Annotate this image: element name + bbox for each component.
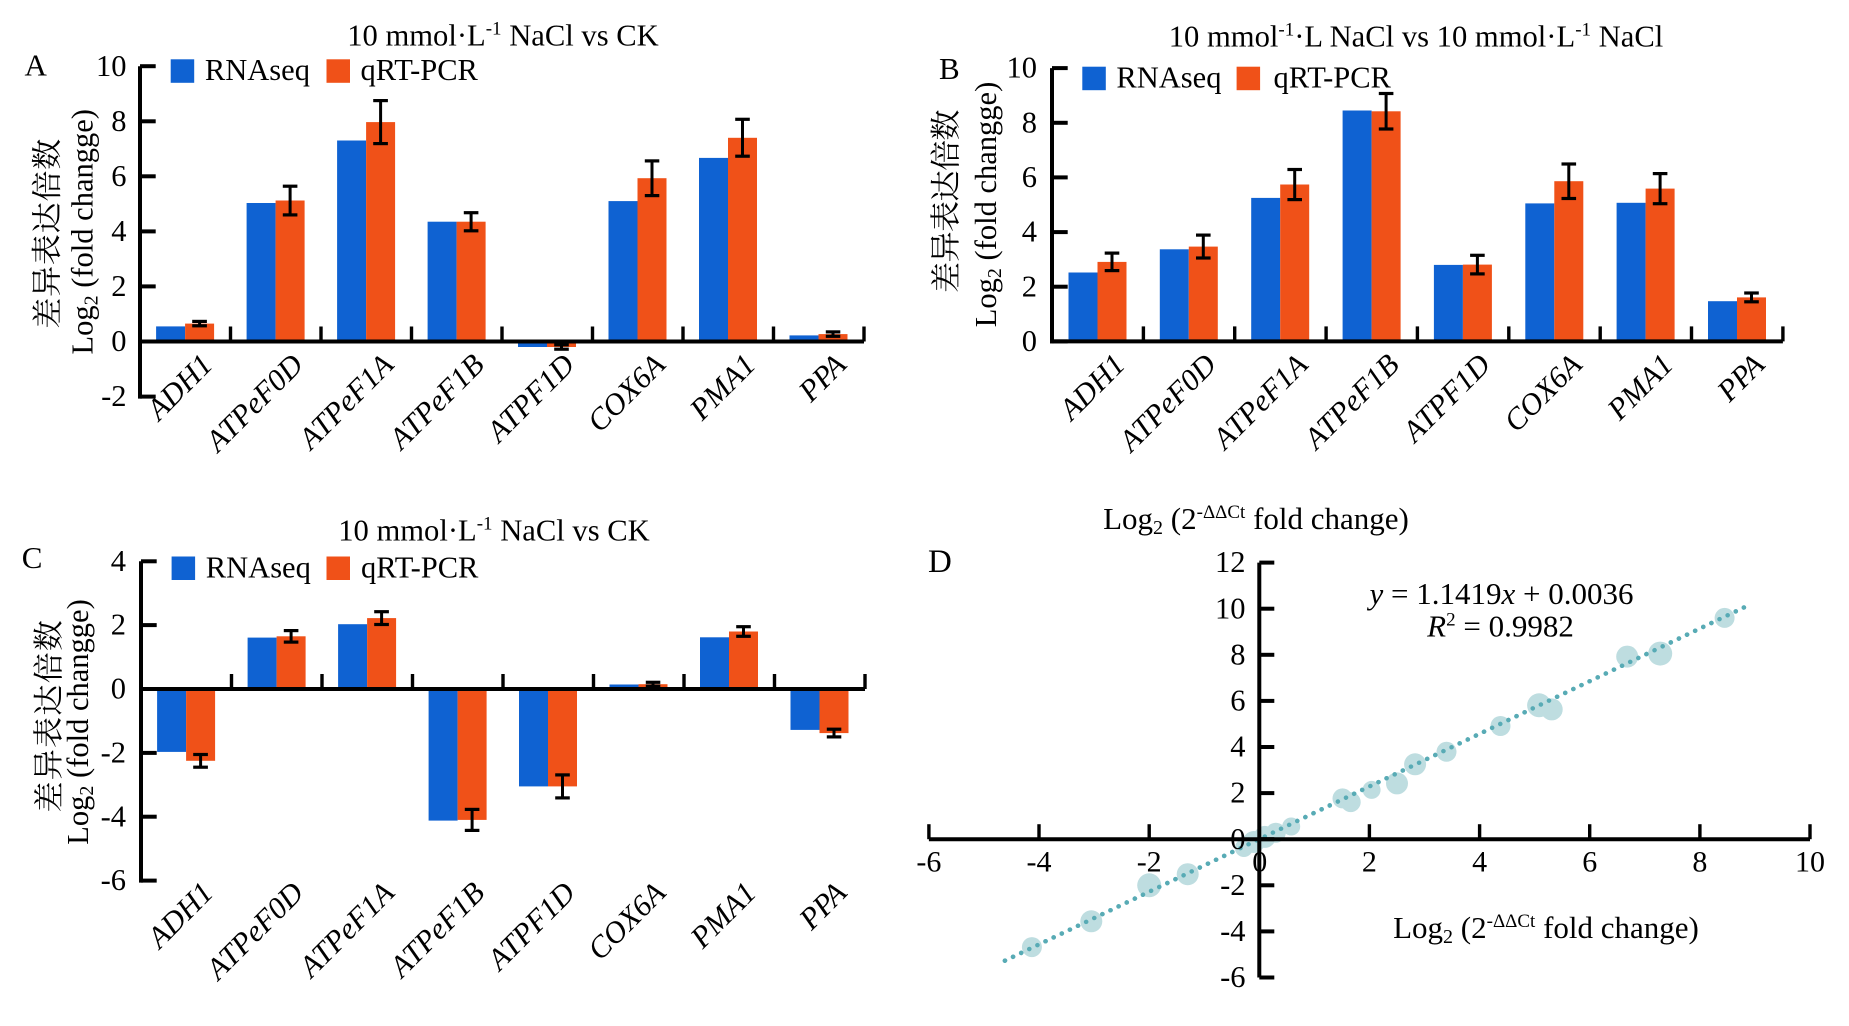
- svg-text:4: 4: [1472, 846, 1487, 879]
- svg-text:12: 12: [1215, 545, 1246, 579]
- svg-text:8: 8: [1230, 637, 1245, 671]
- svg-text:10: 10: [96, 49, 127, 83]
- svg-text:-2: -2: [1137, 846, 1162, 879]
- svg-text:6: 6: [1582, 846, 1597, 879]
- svg-text:4: 4: [111, 214, 126, 248]
- svg-text:RNAseq: RNAseq: [206, 551, 311, 585]
- svg-text:8: 8: [1022, 105, 1037, 139]
- svg-text:8: 8: [1692, 846, 1707, 879]
- svg-text:2: 2: [1022, 269, 1037, 303]
- svg-text:RNAseq: RNAseq: [1116, 61, 1221, 95]
- svg-text:C: C: [22, 540, 43, 575]
- svg-text:y = 1.1419x + 0.0036: y = 1.1419x + 0.0036: [1367, 576, 1634, 611]
- svg-text:0: 0: [111, 324, 126, 358]
- svg-text:-4: -4: [1220, 914, 1245, 948]
- svg-text:10 mmol·L-1 NaCl vs CK: 10 mmol·L-1 NaCl vs CK: [338, 514, 650, 548]
- svg-text:qRT-PCR: qRT-PCR: [361, 53, 479, 87]
- svg-text:-6: -6: [1220, 960, 1245, 994]
- svg-text:-4: -4: [101, 799, 126, 833]
- svg-text:10: 10: [1215, 591, 1246, 625]
- svg-text:8: 8: [111, 104, 126, 138]
- svg-text:Log2 (2-ΔΔCt fold change): Log2 (2-ΔΔCt fold change): [1393, 910, 1699, 948]
- svg-text:10: 10: [1795, 846, 1825, 879]
- svg-text:2: 2: [111, 608, 126, 642]
- svg-text:-6: -6: [101, 863, 126, 897]
- svg-text:-6: -6: [916, 846, 941, 879]
- svg-text:Log2 (fold changge): Log2 (fold changge): [61, 599, 98, 844]
- svg-text:6: 6: [1230, 684, 1245, 718]
- svg-text:-2: -2: [101, 379, 126, 413]
- svg-text:B: B: [939, 51, 960, 86]
- svg-text:10: 10: [1007, 51, 1038, 85]
- svg-text:6: 6: [1022, 160, 1037, 194]
- svg-text:0: 0: [1252, 846, 1267, 879]
- svg-text:D: D: [928, 544, 952, 580]
- svg-text:4: 4: [111, 544, 126, 578]
- svg-text:qRT-PCR: qRT-PCR: [361, 551, 479, 585]
- svg-text:Log2 (fold changge): Log2 (fold changge): [969, 82, 1006, 327]
- svg-text:-4: -4: [1027, 846, 1052, 879]
- svg-text:R2 = 0.9982: R2 = 0.9982: [1426, 609, 1574, 644]
- svg-text:Log2 (2-ΔΔCt fold change): Log2 (2-ΔΔCt fold change): [1103, 501, 1409, 539]
- svg-text:Log2 (fold changge): Log2 (fold changge): [66, 109, 103, 354]
- svg-text:6: 6: [111, 159, 126, 193]
- svg-text:0: 0: [1230, 822, 1245, 856]
- svg-text:RNAseq: RNAseq: [205, 53, 310, 87]
- svg-text:10 mmol·L-1 NaCl vs CK: 10 mmol·L-1 NaCl vs CK: [347, 19, 659, 53]
- svg-text:0: 0: [111, 672, 126, 706]
- svg-text:4: 4: [1022, 215, 1037, 249]
- svg-text:-2: -2: [101, 736, 126, 770]
- svg-text:4: 4: [1230, 730, 1245, 764]
- svg-text:0: 0: [1022, 324, 1037, 358]
- svg-text:2: 2: [111, 269, 126, 303]
- svg-text:2: 2: [1362, 846, 1377, 879]
- svg-text:2: 2: [1230, 776, 1245, 810]
- svg-text:qRT-PCR: qRT-PCR: [1274, 61, 1392, 95]
- svg-text:A: A: [25, 47, 48, 82]
- svg-text:-2: -2: [1220, 868, 1245, 902]
